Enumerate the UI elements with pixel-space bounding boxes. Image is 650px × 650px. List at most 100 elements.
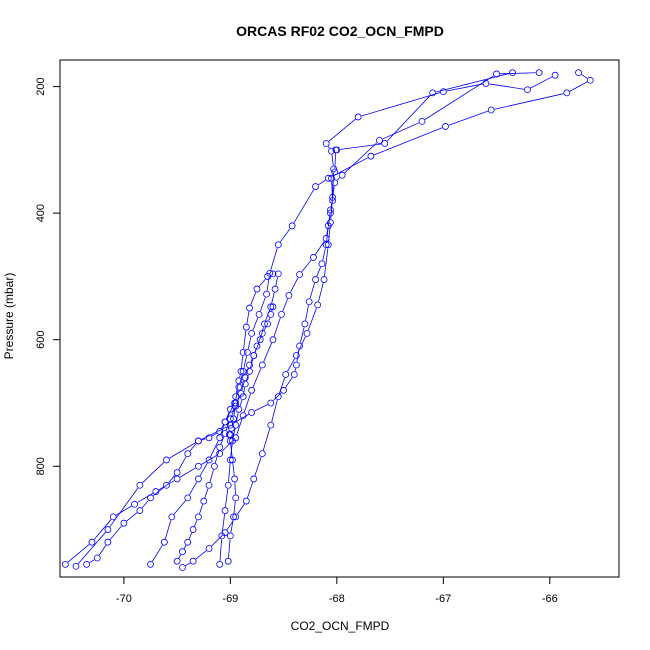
data-point (246, 367, 253, 375)
series-7-segment (250, 358, 254, 369)
series-2-segment (489, 83, 525, 90)
data-point (509, 69, 516, 77)
series-7-segment (254, 342, 260, 353)
series-2-segment (262, 428, 271, 451)
x-tick-label: -70 (116, 593, 132, 605)
data-point (104, 526, 112, 533)
data-point (331, 168, 339, 176)
series-6-segment (263, 326, 267, 331)
series-2-segment (247, 482, 254, 498)
data-point (228, 424, 235, 432)
series-8-segment (231, 422, 234, 425)
series-7-segment (219, 539, 222, 561)
data-point (282, 371, 290, 378)
series-1-segment (152, 544, 163, 562)
data-point (120, 519, 128, 527)
data-point (93, 554, 101, 562)
data-point (83, 560, 91, 568)
data-point (239, 393, 247, 401)
series-4-segment (328, 213, 331, 223)
data-point (195, 513, 202, 521)
series-4-segment (435, 73, 510, 93)
series-2-segment (318, 282, 324, 302)
data-point (184, 538, 192, 546)
data-point (248, 409, 256, 416)
data-point (328, 174, 335, 182)
series-1-segment (173, 500, 186, 515)
data-point (248, 329, 256, 337)
data-point (327, 206, 334, 214)
data-point (324, 222, 332, 230)
series-5-segment (168, 475, 176, 483)
data-point (173, 469, 181, 476)
data-point (237, 367, 245, 375)
series-4-segment (340, 143, 382, 150)
data-point (226, 532, 234, 540)
data-point (278, 310, 285, 318)
data-point (563, 89, 571, 97)
series-5-segment (98, 544, 107, 556)
data-point (241, 380, 249, 388)
data-point (226, 405, 234, 413)
x-axis-label: CO2_OCN_FMPD (291, 619, 390, 633)
data-point (314, 301, 322, 309)
data-point (269, 336, 277, 344)
series-7-segment (239, 399, 243, 407)
data-point (231, 475, 239, 483)
data-point (324, 174, 332, 182)
data-point (173, 557, 181, 565)
series-6-segment (268, 317, 271, 321)
series-5-segment (201, 438, 206, 441)
data-point (487, 106, 495, 114)
data-point (285, 292, 293, 299)
series-4-segment (273, 392, 282, 401)
series-3-segment (158, 480, 175, 491)
series-1-segment (280, 228, 291, 243)
series-2-segment (331, 154, 334, 166)
data-point (195, 437, 202, 445)
data-point (224, 557, 232, 565)
data-point (296, 271, 303, 278)
data-point (318, 260, 326, 268)
y-tick-label: 400 (35, 204, 47, 222)
series-5-segment (141, 500, 149, 509)
chart-title: ORCAS RF02 CO2_OCN_FMPD (236, 23, 444, 39)
x-tick-label: -67 (435, 593, 451, 605)
series-5-segment (246, 311, 250, 324)
series-1-segment (252, 317, 259, 331)
series-5-segment (235, 384, 239, 394)
series-3-segment (315, 241, 325, 255)
data-point (218, 532, 226, 540)
data-point (221, 429, 229, 437)
data-point (239, 348, 247, 356)
data-point (163, 481, 170, 489)
series-1 (147, 69, 594, 568)
data-point (232, 494, 240, 502)
data-point (256, 336, 264, 344)
series-6-segment (241, 380, 245, 391)
data-point (229, 456, 236, 464)
series-5-segment (189, 443, 197, 452)
data-point (229, 437, 236, 445)
series-8-segment (228, 539, 231, 558)
data-point (216, 443, 224, 451)
data-point (250, 475, 258, 483)
series-1-segment (318, 179, 326, 186)
data-point (195, 475, 202, 483)
data-point (290, 371, 298, 378)
series-1-segment (569, 81, 588, 92)
series-4-segment (305, 305, 309, 321)
series-5-segment (226, 412, 230, 419)
series-3 (61, 69, 543, 568)
series-6-segment (246, 368, 249, 375)
data-point (312, 183, 319, 190)
y-tick-label: 600 (35, 331, 47, 349)
data-point (205, 456, 213, 464)
series-3-segment (201, 455, 217, 465)
series-7-segment (260, 327, 264, 337)
series-6-segment (178, 554, 182, 559)
data-point (168, 513, 176, 521)
data-point (250, 352, 258, 359)
series-6-segment (220, 436, 225, 445)
series-5-segment (239, 374, 241, 378)
